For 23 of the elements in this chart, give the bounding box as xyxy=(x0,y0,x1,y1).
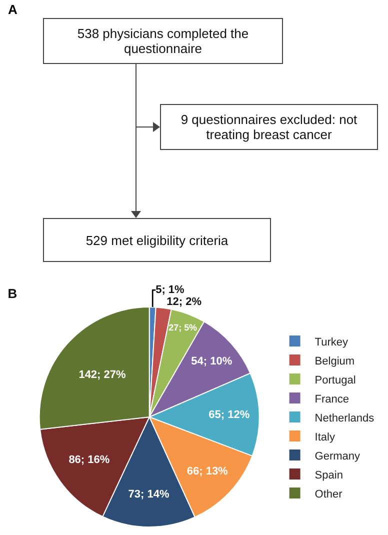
data-label: 12; 2% xyxy=(166,296,202,308)
legend-label: Turkey xyxy=(314,336,349,348)
data-label: 66; 13% xyxy=(186,465,228,478)
legend-label: Belgium xyxy=(314,355,355,368)
legend-label: Other xyxy=(314,488,343,500)
chart-title: B xyxy=(8,286,18,301)
legend-label: Italy xyxy=(314,431,336,444)
legend-label: Netherlands xyxy=(314,412,375,424)
data-label: 65; 12% xyxy=(208,409,250,422)
text: 529 met eligibility criteria xyxy=(43,218,271,262)
legend-label: France xyxy=(314,393,350,406)
data-label: 5; 1% xyxy=(156,284,185,296)
legend-label: Portugal xyxy=(314,374,356,386)
legend-label: Spain xyxy=(314,469,343,482)
data-label: 73; 14% xyxy=(128,488,170,500)
legend-label: Germany xyxy=(314,450,361,462)
data-label: 54; 10% xyxy=(191,355,232,368)
text: 538 physicians completed the questionnaire xyxy=(43,18,283,64)
data-label: 142; 27% xyxy=(78,369,126,382)
data-label: 86; 16% xyxy=(68,454,110,466)
data-label: 27; 5% xyxy=(168,322,198,333)
text: 9 questionnaires excluded: not treating breast cancer xyxy=(160,104,378,150)
text: A xyxy=(8,2,18,17)
